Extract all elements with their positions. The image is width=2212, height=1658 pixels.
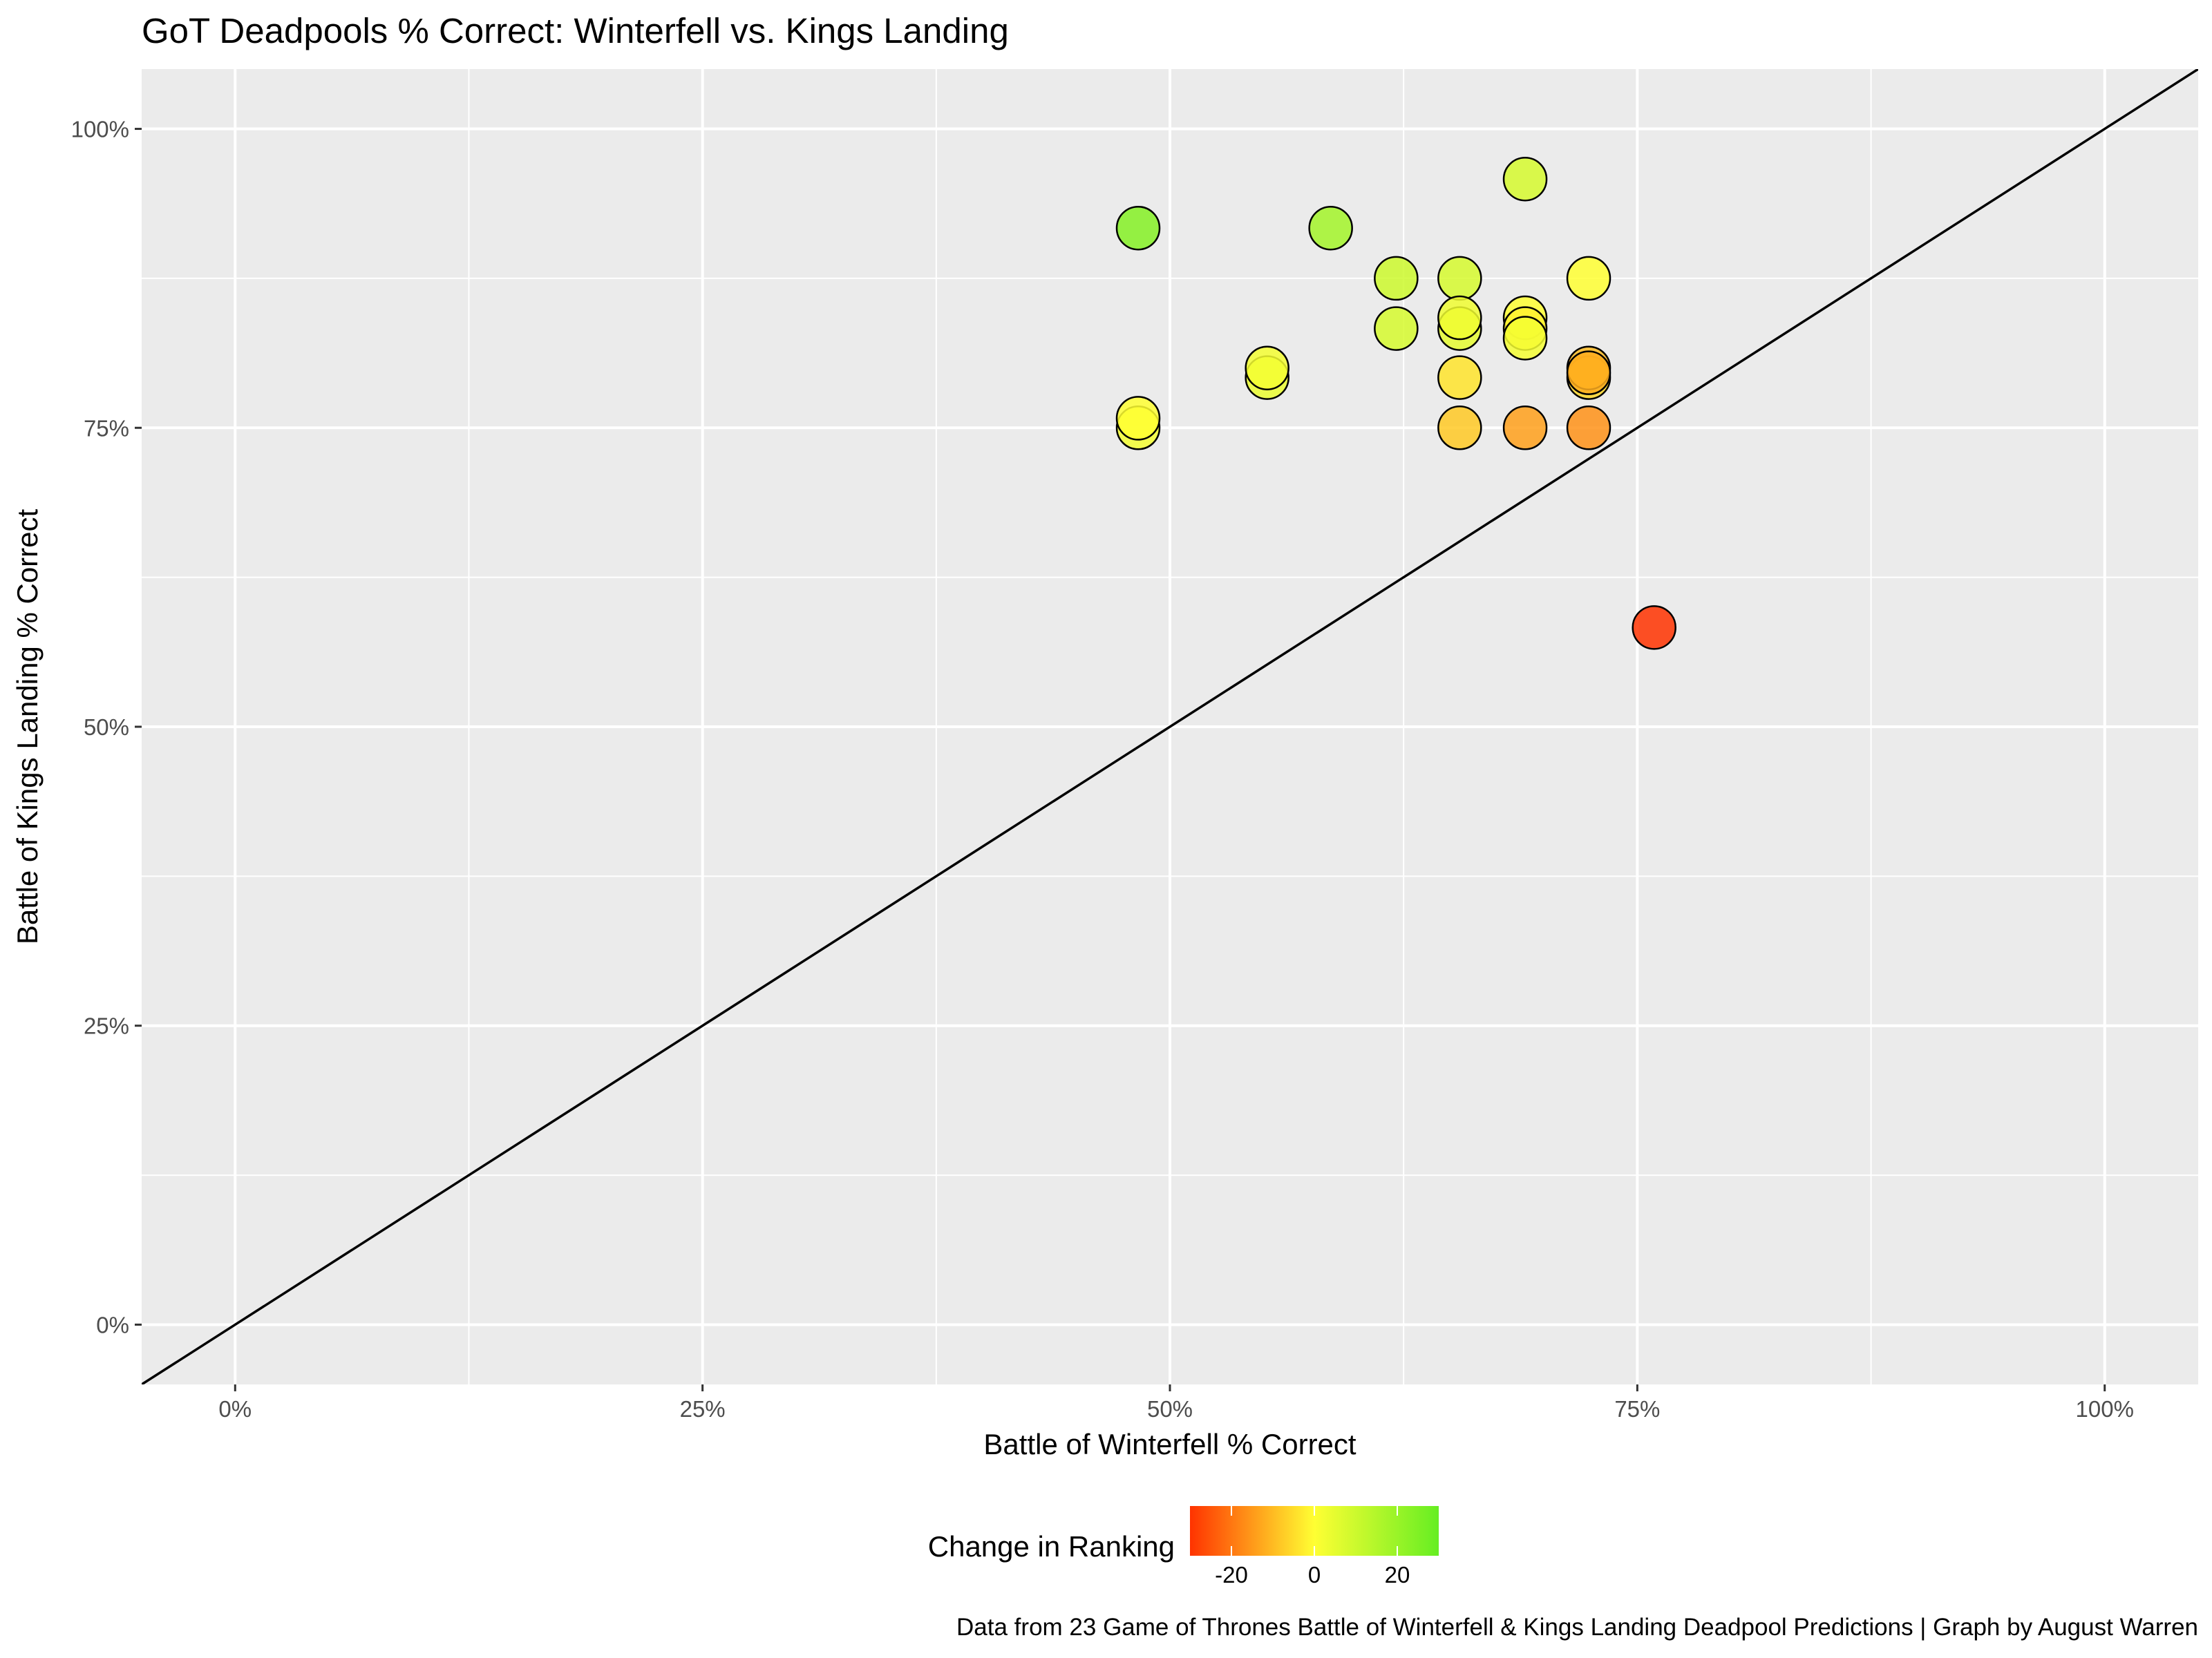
y-axis-ticks: 0% 25% 50% 75% 100%	[71, 117, 142, 1337]
scatter-point	[1502, 156, 1548, 202]
x-tick-label: 75%	[1614, 1396, 1660, 1422]
x-tick-label: 50%	[1147, 1396, 1193, 1422]
scatter-point	[1437, 406, 1482, 450]
scatter-point	[1374, 256, 1419, 301]
scatter-point	[1566, 406, 1611, 450]
scatter-point	[1374, 306, 1419, 351]
y-tick-label: 75%	[84, 415, 129, 441]
legend-ticks: -20 0 20	[1215, 1506, 1410, 1588]
x-axis-title: Battle of Winterfell % Correct	[983, 1428, 1356, 1460]
points-layer	[1115, 156, 1676, 650]
x-tick-label: 0%	[218, 1396, 252, 1422]
legend-tick-label: -20	[1215, 1562, 1248, 1588]
chart-caption: Data from 23 Game of Thrones Battle of W…	[956, 1614, 2198, 1641]
scatter-point	[1437, 256, 1482, 301]
scatter-point	[1566, 256, 1611, 301]
scatter-point	[1308, 205, 1353, 251]
legend-title: Change in Ranking	[928, 1530, 1175, 1563]
scatter-point	[1115, 205, 1161, 251]
legend-tick-label: 20	[1385, 1562, 1410, 1588]
y-tick-label: 25%	[84, 1013, 129, 1039]
scatter-point	[1437, 295, 1482, 341]
y-tick-label: 100%	[71, 117, 129, 142]
scatter-point	[1115, 396, 1161, 441]
x-axis-ticks: 0% 25% 50% 75% 100%	[218, 1384, 2134, 1422]
x-tick-label: 25%	[680, 1396, 726, 1422]
scatter-point	[1566, 350, 1611, 395]
scatter-point	[1437, 355, 1482, 400]
scatter-point	[1502, 316, 1548, 361]
identity-reference-line	[142, 69, 2198, 1384]
y-tick-label: 0%	[96, 1312, 129, 1337]
y-tick-label: 50%	[84, 714, 129, 740]
scatter-point	[1632, 605, 1676, 650]
legend-tick-label: 0	[1308, 1562, 1321, 1588]
scatter-point	[1245, 345, 1289, 390]
y-axis-title: Battle of Kings Landing % Correct	[11, 509, 44, 945]
x-tick-label: 100%	[2076, 1396, 2134, 1422]
scatter-point	[1502, 406, 1548, 450]
chart-title: GoT Deadpools % Correct: Winterfell vs. …	[142, 11, 1009, 50]
